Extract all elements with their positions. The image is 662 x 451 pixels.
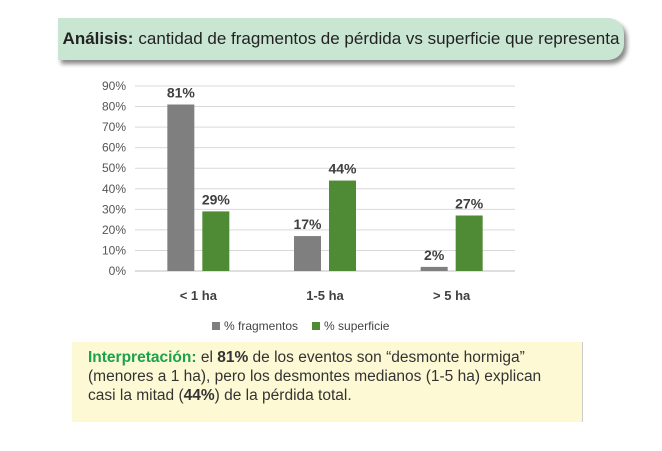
legend: % fragmentos % superficie bbox=[212, 319, 389, 333]
y-tick-label: 30% bbox=[102, 202, 126, 216]
legend-swatch bbox=[312, 322, 321, 330]
y-tick-label: 0% bbox=[109, 264, 127, 278]
text: el bbox=[196, 349, 218, 366]
bar bbox=[202, 211, 230, 271]
title-text: cantidad de fragmentos de pérdida vs sup… bbox=[138, 29, 620, 48]
highlight: 81% bbox=[217, 349, 249, 366]
bar bbox=[294, 236, 321, 271]
data-label: 17% bbox=[293, 216, 322, 232]
data-label: 81% bbox=[167, 85, 196, 101]
y-tick-label: 90% bbox=[102, 79, 126, 93]
legend-item-superficie: % superficie bbox=[312, 319, 389, 333]
text: de los eventos son “desmonte hormiga” (m… bbox=[88, 349, 542, 404]
bar bbox=[420, 266, 448, 271]
title-bold: Análisis: bbox=[62, 29, 134, 48]
y-tick-label: 70% bbox=[102, 120, 126, 134]
bar bbox=[329, 180, 356, 271]
data-label: 2% bbox=[424, 247, 445, 263]
interpretation-box: Interpretación: el 81% de los eventos so… bbox=[72, 342, 583, 422]
y-tick-label: 60% bbox=[102, 141, 126, 155]
y-tick-label: 80% bbox=[102, 100, 126, 114]
interpretation-label: Interpretación: bbox=[88, 349, 197, 366]
data-label: 27% bbox=[455, 196, 484, 212]
data-label: 29% bbox=[202, 191, 231, 207]
legend-item-fragmentos: % fragmentos bbox=[212, 319, 298, 333]
legend-swatch bbox=[212, 322, 220, 330]
bar-chart: 0% 10% 20% 30% 40% 50% 60% 70% 80% 90% 81% 29% < 1 h… bbox=[102, 79, 515, 303]
legend-label: % superficie bbox=[324, 319, 390, 333]
x-tick-label: > 5 ha bbox=[433, 288, 471, 303]
data-label: 44% bbox=[328, 161, 357, 177]
text: ) de la pérdida total. bbox=[214, 387, 352, 404]
y-tick-label: 40% bbox=[102, 182, 126, 196]
y-tick-label: 20% bbox=[102, 223, 126, 237]
legend-label: % fragmentos bbox=[224, 319, 299, 333]
bar bbox=[455, 215, 483, 271]
title-banner: Análisis: cantidad de fragmentos de pérdi… bbox=[58, 18, 624, 60]
x-tick-label: < 1 ha bbox=[180, 288, 218, 303]
y-tick-label: 50% bbox=[102, 161, 126, 175]
y-tick-label: 10% bbox=[102, 243, 126, 257]
bar bbox=[167, 104, 195, 271]
x-tick-label: 1-5 ha bbox=[306, 288, 344, 303]
highlight: 44% bbox=[183, 387, 215, 404]
